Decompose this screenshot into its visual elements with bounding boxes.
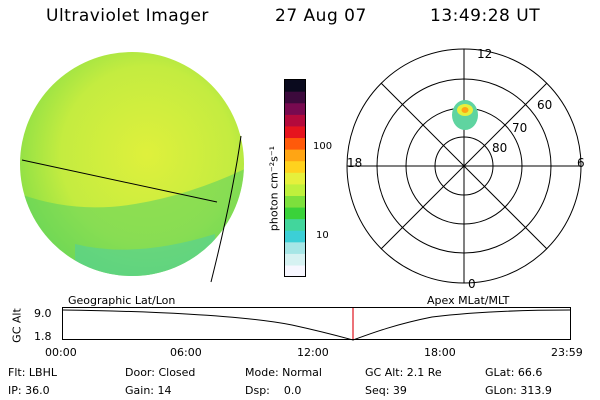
timeline-left-title: Geographic Lat/Lon [68,294,176,307]
door-status: Door: Closed [125,366,196,379]
timeline-x-tick: 23:59 [551,346,583,359]
colorbar-swatch [285,218,306,231]
colorbar-swatch [285,206,306,220]
colorbar-swatch [285,79,306,92]
mode-value: Mode: Normal [245,366,322,379]
timeline-y-axis-label: GC Alt [10,308,24,343]
color-scale-bar [284,79,306,278]
timeline-y-tick: 9.0 [34,307,52,320]
colorbar-tick: 10 [316,230,329,241]
ip-value: IP: 36.0 [8,384,50,397]
mlt-label-18: 18 [347,156,363,170]
colorbar-swatch [285,149,306,162]
gc-altitude-timeline [62,307,571,341]
filter-value: Flt: LBHL [8,366,57,379]
colorbar-swatch [285,114,306,127]
mlt-label-12: 12 [477,47,493,61]
gain-value: Gain: 14 [125,384,172,397]
timeline-y-tick: 1.8 [34,330,52,343]
colorbar-swatch [285,102,306,115]
colorbar-swatch [285,91,306,104]
timeline-x-tick: 18:00 [424,346,456,359]
instrument-title: Ultraviolet Imager [46,6,209,26]
timeline-x-tick: 00:00 [45,346,77,359]
colorbar-swatch [285,241,306,254]
geographic-image [20,52,244,283]
polar-mlat-mlt-plot [346,48,582,284]
mlt-label-0: 0 [468,277,476,291]
colorbar-swatch [285,172,306,185]
colorbar-swatch [285,183,306,196]
colorbar-swatch [285,195,306,208]
colorbar-swatch [285,230,306,243]
timeline-x-tick: 06:00 [170,346,202,359]
mlt-label-6: 6 [577,156,585,170]
image-time: 13:49:28 UT [430,6,541,26]
colorbar-swatch [285,137,306,150]
timeline-x-tick: 12:00 [297,346,329,359]
image-date: 27 Aug 07 [275,6,367,26]
lat-label-60: 60 [537,98,553,112]
lat-label-70: 70 [512,121,528,135]
colorbar-swatch [285,253,306,266]
colorbar-swatch [285,125,306,139]
seq-value: Seq: 39 [365,384,407,397]
glat-value: GLat: 66.6 [485,366,543,379]
colorbar-unit-label: photon cm⁻²s⁻¹ [267,145,281,232]
dsp-value: Dsp: 0.0 [245,384,302,397]
colorbar-swatch [285,160,306,173]
glon-value: GLon: 313.9 [485,384,552,397]
timeline-right-title: Apex MLat/MLT [427,294,510,307]
gc-alt-value: GC Alt: 2.1 Re [365,366,442,379]
lat-label-80: 80 [492,141,508,155]
colorbar-tick: 100 [313,141,333,152]
colorbar-swatch [285,264,306,278]
